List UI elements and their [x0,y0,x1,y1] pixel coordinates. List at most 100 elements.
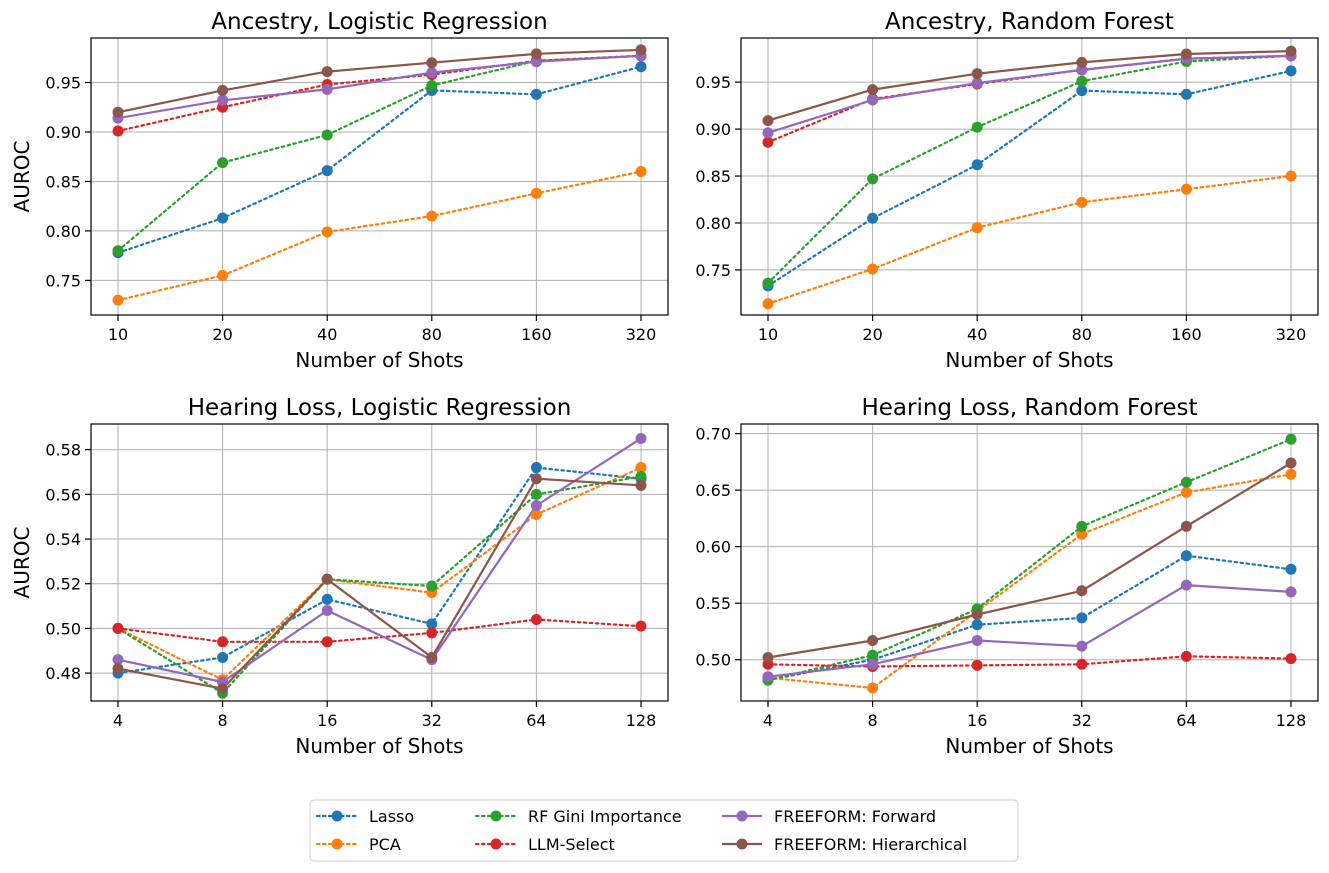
data-point-llm-select [112,125,124,137]
data-point-freeform-hierarchical [112,106,124,118]
data-point-freeform-hierarchical [635,479,647,491]
data-point-rf-gini-importance [1076,75,1088,87]
data-point-rf-gini-importance [1076,520,1088,532]
data-point-lasso [1076,612,1088,624]
data-point-freeform-forward [530,500,542,512]
data-point-pca [112,294,124,306]
series-line-freeform-hierarchical [117,48,642,114]
x-axis-label: Number of Shots [945,348,1113,372]
y-tick-label: 0.55 [695,594,731,613]
data-point-rf-gini-importance [217,157,229,169]
legend-item-lasso: Lasso [315,807,414,826]
data-point-pca [762,298,774,310]
legend-marker [331,838,343,850]
y-tick-label: 0.90 [45,123,81,142]
data-point-freeform-forward [635,433,647,445]
series-line-pca [116,170,643,302]
legend-label: RF Gini Importance [528,807,682,826]
data-point-freeform-forward [217,94,229,106]
data-point-freeform-hierarchical [1285,457,1297,469]
x-tick-label: 4 [113,711,123,730]
data-point-lasso [1285,563,1297,575]
data-point-freeform-hierarchical [867,84,879,96]
data-point-llm-select [217,636,229,648]
legend-label: FREEFORM: Hierarchical [774,835,967,854]
y-tick-label: 0.60 [695,538,731,557]
series-line-freeform-forward [767,583,1292,678]
data-point-lasso [217,212,229,224]
data-point-lasso [321,165,333,177]
series-line-freeform-hierarchical [767,462,1292,659]
chart-title: Ancestry, Logistic Regression [211,9,547,35]
y-tick-label: 0.85 [45,172,81,191]
data-point-pca [971,222,983,234]
legend: Lasso PCA RF Gini Importance LLM-Select FREE… [309,799,1019,862]
data-point-llm-select [762,136,774,148]
series-line-pca [766,473,1293,690]
data-point-pca [1180,183,1192,195]
data-point-freeform-forward [112,654,124,666]
series-line-rf-gini-importance [766,54,1293,285]
x-tick-label: 20 [862,325,882,344]
data-point-freeform-hierarchical [762,115,774,127]
data-point-lasso [971,619,983,631]
legend-label: LLM-Select [528,835,615,854]
data-point-llm-select [971,659,983,671]
x-tick-label: 40 [317,325,337,344]
data-point-freeform-hierarchical [1076,56,1088,68]
x-tick-label: 320 [1276,325,1307,344]
y-tick-label: 0.75 [45,271,81,290]
x-tick-label: 32 [1072,711,1092,730]
series-line-lasso [116,466,643,675]
data-point-lasso [530,462,542,474]
series-line-freeform-hierarchical [767,50,1292,122]
data-point-freeform-hierarchical [762,651,774,663]
chart-panel-3: 4 8 16 32 64 128 0.48 0.50 0.52 0.54 0.56 0.58 Heari… [10,395,669,758]
data-point-pca [635,166,647,178]
data-point-llm-select [530,613,542,625]
data-point-rf-gini-importance [762,277,774,289]
x-tick-label: 160 [521,325,552,344]
x-tick-label: 128 [1276,711,1307,730]
chart-title: Ancestry, Random Forest [885,9,1174,35]
data-point-lasso [635,61,647,73]
data-point-freeform-forward [971,77,983,89]
legend-item-freeform-forward: FREEFORM: Forward [722,807,936,826]
series-line-freeform-hierarchical [117,477,642,690]
data-point-pca [635,462,647,474]
data-point-lasso [217,651,229,663]
data-point-rf-gini-importance [426,580,438,592]
data-point-freeform-hierarchical [217,683,229,695]
y-tick-label: 0.56 [45,485,81,504]
y-tick-label: 0.48 [45,664,81,683]
x-tick-label: 64 [1176,711,1196,730]
data-point-llm-select [321,636,333,648]
data-point-rf-gini-importance [321,129,333,141]
y-tick-label: 0.90 [695,120,731,139]
y-axis-label: AUROC [10,527,34,599]
x-tick-label: 32 [422,711,442,730]
data-point-llm-select [1285,653,1297,665]
series-line-pca [766,174,1293,305]
x-tick-label: 160 [1171,325,1202,344]
data-point-rf-gini-importance [867,649,879,661]
data-point-pca [1285,468,1297,480]
x-tick-label: 80 [1072,325,1092,344]
data-point-freeform-forward [530,56,542,68]
data-point-freeform-forward [867,94,879,106]
legend-label: FREEFORM: Forward [774,807,936,826]
data-point-pca [530,187,542,199]
data-point-pca [321,226,333,238]
data-point-llm-select [426,627,438,639]
data-point-pca [1076,196,1088,208]
data-point-pca [1285,170,1297,182]
legend-marker [490,810,502,822]
data-point-freeform-hierarchical [867,635,879,647]
x-tick-label: 320 [626,325,657,344]
y-tick-label: 0.80 [695,214,731,233]
data-point-lasso [1180,550,1192,562]
series-line-rf-gini-importance [116,54,643,252]
data-point-rf-gini-importance [1285,433,1297,445]
data-point-freeform-hierarchical [971,68,983,80]
